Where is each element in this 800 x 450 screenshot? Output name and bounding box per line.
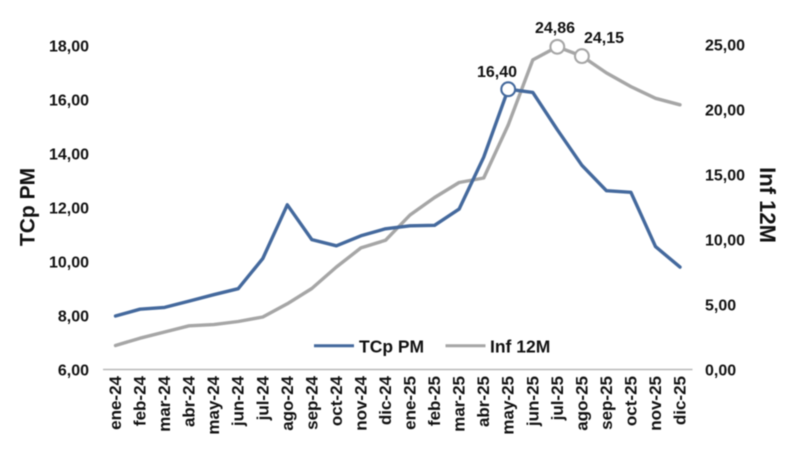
svg-text:ene-25: ene-25 [401, 376, 420, 430]
svg-text:feb-24: feb-24 [131, 375, 150, 426]
svg-text:15,00: 15,00 [705, 168, 745, 185]
svg-text:ene-24: ene-24 [106, 375, 125, 429]
svg-text:14,00: 14,00 [49, 147, 89, 164]
svg-text:oct-24: oct-24 [327, 375, 346, 426]
svg-text:mar-24: mar-24 [155, 375, 174, 431]
svg-text:20,00: 20,00 [705, 103, 745, 120]
svg-text:sep-24: sep-24 [302, 375, 321, 429]
svg-text:dic-25: dic-25 [671, 376, 690, 425]
svg-text:abr-24: abr-24 [180, 375, 199, 427]
svg-text:jun-24: jun-24 [229, 375, 248, 427]
svg-text:12,00: 12,00 [49, 201, 89, 218]
svg-text:25,00: 25,00 [705, 38, 745, 55]
svg-text:dic-24: dic-24 [376, 375, 395, 425]
svg-text:mar-25: mar-25 [450, 376, 469, 432]
svg-text:jul-25: jul-25 [548, 376, 567, 421]
svg-text:16,00: 16,00 [49, 93, 89, 110]
svg-text:8,00: 8,00 [58, 309, 89, 326]
svg-text:oct-25: oct-25 [622, 376, 641, 426]
svg-text:may-25: may-25 [499, 376, 518, 435]
svg-text:may-24: may-24 [204, 375, 223, 434]
svg-text:ago-24: ago-24 [278, 375, 297, 430]
svg-text:5,00: 5,00 [705, 298, 736, 315]
svg-text:24,86: 24,86 [535, 20, 575, 37]
svg-text:Inf 12M: Inf 12M [490, 337, 550, 357]
svg-text:sep-25: sep-25 [597, 376, 616, 430]
svg-text:24,15: 24,15 [584, 30, 624, 47]
svg-text:10,00: 10,00 [705, 233, 745, 250]
svg-text:Inf 12M: Inf 12M [755, 167, 780, 243]
svg-text:TCp PM: TCp PM [359, 337, 424, 357]
svg-text:nov-25: nov-25 [646, 376, 665, 431]
svg-text:abr-25: abr-25 [474, 376, 493, 427]
svg-text:16,40: 16,40 [477, 64, 517, 81]
svg-text:0,00: 0,00 [705, 363, 736, 380]
svg-text:10,00: 10,00 [49, 255, 89, 272]
svg-text:6,00: 6,00 [58, 363, 89, 380]
svg-text:jun-25: jun-25 [523, 376, 542, 427]
svg-text:feb-25: feb-25 [425, 376, 444, 426]
svg-text:ago-25: ago-25 [572, 376, 591, 431]
svg-text:nov-24: nov-24 [351, 375, 370, 430]
svg-text:18,00: 18,00 [49, 39, 89, 56]
svg-text:TCp PM: TCp PM [17, 168, 40, 246]
svg-text:jul-24: jul-24 [253, 375, 272, 421]
